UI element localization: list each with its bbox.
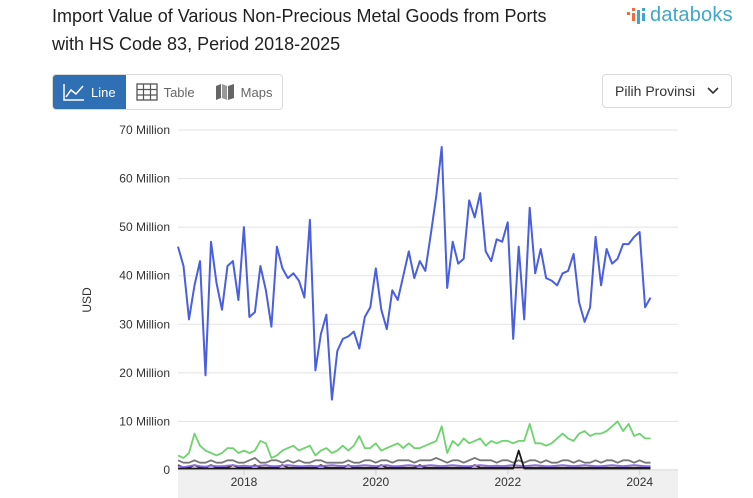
chevron-down-icon [707, 87, 719, 95]
series-line-3 [177, 456, 651, 464]
x-axis-band [178, 471, 678, 498]
tab-table-label: Table [163, 84, 195, 100]
map-icon [215, 84, 234, 100]
y-tick-label: 10 Million [119, 414, 170, 428]
y-tick-label: 20 Million [119, 366, 170, 380]
series-line-5 [177, 464, 651, 469]
y-axis-title: USD [80, 287, 94, 313]
table-icon [135, 83, 158, 101]
tab-line[interactable]: Line [53, 75, 126, 109]
tab-table[interactable]: Table [125, 75, 205, 109]
x-tick-label: 2022 [494, 475, 521, 489]
chart-title: Import Value of Various Non-Precious Met… [52, 6, 547, 54]
y-tick-label: 30 Million [119, 317, 170, 331]
x-tick-label: 2024 [626, 475, 653, 489]
y-tick-label: 70 Million [119, 123, 170, 137]
logo-text: databoks [650, 4, 733, 26]
series-line-6 [178, 449, 651, 470]
series-line-1 [177, 146, 652, 401]
databoks-logo: databoks [626, 4, 733, 27]
tab-maps-label: Maps [240, 84, 273, 100]
tab-line-label: Line [91, 84, 116, 100]
tab-maps[interactable]: Maps [204, 75, 283, 109]
databoks-logo-icon [627, 7, 645, 24]
line-chart-icon [63, 84, 84, 101]
y-tick-label: 40 Million [119, 269, 170, 283]
y-tick-label: 50 Million [119, 220, 170, 234]
series-line-2 [177, 420, 651, 459]
y-tick-label: 60 Million [119, 172, 170, 186]
view-toolbar: Line Table Maps [52, 74, 284, 110]
province-select[interactable]: Pilih Provinsi [602, 74, 732, 108]
y-tick-label: 0 [163, 463, 170, 477]
x-tick-label: 2018 [231, 475, 258, 489]
province-select-label: Pilih Provinsi [615, 83, 696, 99]
x-tick-label: 2020 [363, 475, 390, 489]
